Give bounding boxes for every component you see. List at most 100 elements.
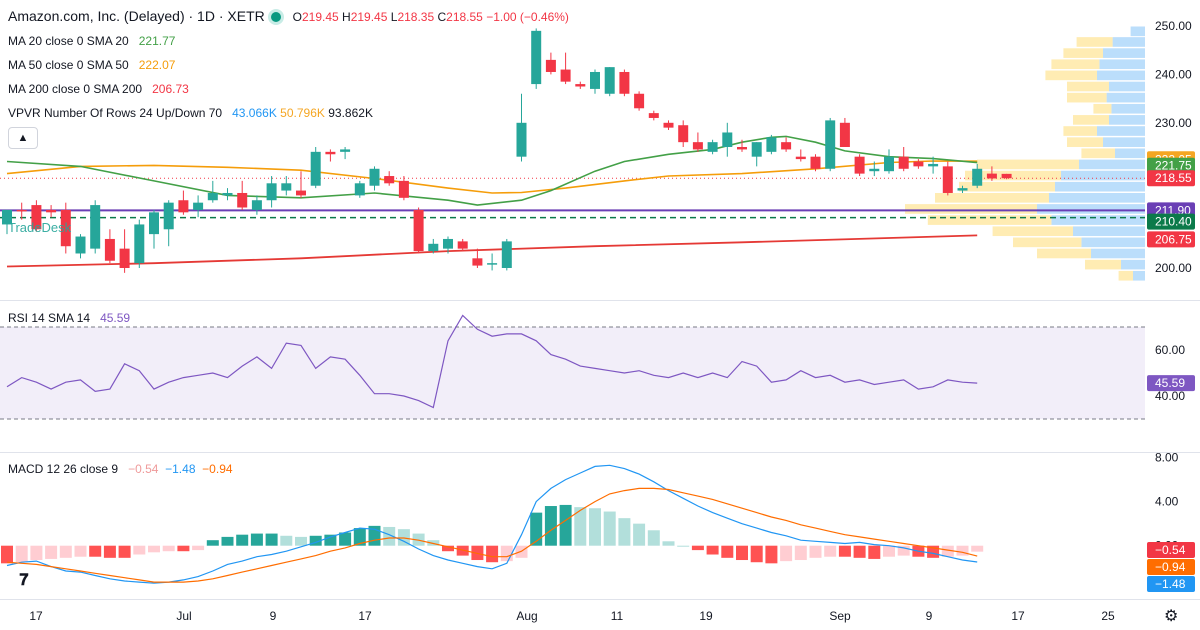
candle-body: [972, 168, 983, 186]
indicator-ma20[interactable]: MA 20 close 0 SMA 20 221.77: [8, 34, 176, 48]
candle-body: [16, 209, 27, 212]
macd-histogram-bar: [618, 518, 631, 546]
vpvr-up-bar: [1091, 248, 1145, 259]
vpvr-up-bar: [1049, 192, 1145, 203]
rsi-value-badge-label: 45.59: [1155, 376, 1185, 390]
price-badge-label: 221.75: [1155, 159, 1192, 173]
vpvr-down-bar: [1076, 37, 1113, 47]
price-tick-label: 230.00: [1155, 116, 1192, 130]
indicator-vpvr[interactable]: VPVR Number Of Rows 24 Up/Down 70 43.066…: [8, 106, 373, 120]
macd-histogram-bar: [824, 545, 837, 557]
vpvr-up-bar: [1055, 181, 1145, 192]
macd-histogram-bar: [250, 533, 263, 546]
candle-body: [119, 248, 130, 268]
candle-body: [266, 183, 277, 201]
macd-tick-label: 4.00: [1155, 495, 1179, 509]
macd-legend[interactable]: MACD 12 26 close 9 −0.54 −1.48 −0.94: [8, 462, 233, 476]
macd-histogram-bar: [324, 534, 337, 546]
vpvr-down-bar: [1067, 81, 1109, 92]
macd-histogram-bar: [148, 545, 160, 553]
settings-gear-icon[interactable]: ⚙: [1164, 608, 1179, 625]
indicator-ma50[interactable]: MA 50 close 0 SMA 50 222.07: [8, 58, 176, 72]
price-badge: [1147, 231, 1195, 248]
chart-title-row: Amazon.com, Inc. (Delayed) · 1D · XETR O…: [8, 8, 569, 24]
candle-body: [149, 212, 159, 235]
macd-histogram-bar: [574, 507, 587, 546]
symbol-title[interactable]: Amazon.com, Inc. (Delayed) · 1D · XETR: [8, 8, 265, 24]
macd-histogram-bar: [544, 506, 557, 546]
ma50-line: [6, 160, 978, 194]
candle-body: [545, 59, 556, 72]
price-badge-label: 210.40: [1155, 215, 1192, 229]
candle-body: [648, 113, 659, 118]
candle-body: [90, 205, 101, 249]
candle-body: [590, 71, 600, 89]
tradingview-logo-icon[interactable]: 𝟕: [10, 572, 38, 590]
vpvr-up-bar: [1115, 148, 1145, 159]
macd-histogram-bar: [133, 545, 146, 555]
macd-histogram-bar: [339, 532, 352, 546]
candle-body: [193, 202, 204, 210]
collapse-legend-button[interactable]: ▲: [8, 127, 38, 149]
vpvr-down-bar: [977, 159, 1079, 170]
macd-histogram-bar: [559, 504, 572, 546]
candle-body: [560, 69, 571, 82]
rsi-legend[interactable]: RSI 14 SMA 14 45.59: [8, 311, 131, 325]
macd-histogram-bar: [662, 541, 675, 546]
price-tick-label: 240.00: [1155, 67, 1192, 81]
macd-histogram-bar: [265, 533, 278, 546]
candle-body: [957, 188, 968, 191]
vpvr-down-bar: [1073, 115, 1109, 125]
time-tick-label: 25: [1101, 609, 1115, 623]
candle-body: [854, 156, 865, 174]
vpvr-up-bar: [1133, 270, 1145, 281]
candle-body: [619, 71, 630, 94]
candle-body: [46, 209, 57, 213]
macd-histogram-bar: [647, 530, 660, 546]
vpvr-down-bar: [1085, 259, 1121, 270]
candle-body: [781, 142, 792, 150]
candle-body: [913, 161, 924, 167]
indicator-ma200[interactable]: MA 200 close 0 SMA 200 206.73: [8, 82, 189, 96]
candle-body: [487, 263, 498, 265]
macd-histogram-bar: [971, 545, 984, 552]
macd-histogram-bar: [721, 545, 734, 558]
candle-body: [296, 190, 306, 196]
candle-body: [340, 149, 351, 152]
watermark: TradeDesk: [8, 220, 72, 235]
macd-value-badge: [1147, 559, 1195, 575]
vpvr-down-bar: [1118, 270, 1133, 281]
candle-body: [134, 224, 145, 264]
candle-body: [839, 122, 850, 147]
candle-body: [531, 30, 542, 85]
candle-body: [942, 166, 953, 193]
candle-body: [2, 209, 12, 225]
market-status-icon: [270, 12, 281, 22]
vpvr-down-bar: [1063, 48, 1103, 58]
vpvr-up-bar: [1037, 204, 1145, 214]
vpvr-down-bar: [992, 226, 1073, 237]
macd-line: [6, 464, 978, 584]
macd-histogram-bar: [206, 540, 219, 546]
macd-histogram-bar: [838, 545, 851, 557]
time-tick-label: 17: [358, 609, 372, 623]
macd-value-badge-label: −0.94: [1155, 560, 1186, 574]
candle-body: [413, 209, 424, 252]
macd-histogram-bar: [794, 545, 807, 561]
macd-histogram-bar: [74, 545, 87, 557]
vpvr-up-bar: [1099, 59, 1145, 70]
macd-histogram-bar: [809, 545, 822, 558]
candle-body: [722, 132, 733, 147]
vpvr-up-bar: [1103, 48, 1145, 58]
macd-histogram-bar: [706, 545, 719, 555]
macd-histogram-bar: [941, 545, 954, 557]
time-tick-label: 9: [270, 609, 277, 623]
candle-body: [75, 236, 86, 254]
vpvr-down-bar: [1013, 237, 1082, 248]
macd-histogram-bar: [295, 536, 307, 546]
vpvr-down-bar: [935, 192, 1049, 203]
candle-body: [354, 183, 365, 196]
price-badge: [1147, 157, 1195, 174]
candle-body: [31, 205, 42, 230]
